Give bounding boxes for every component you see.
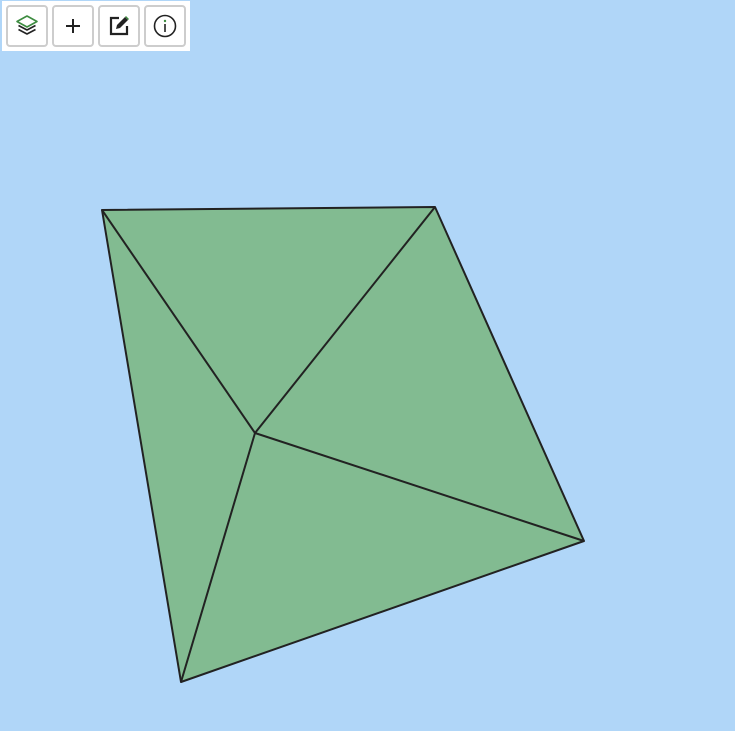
- plus-icon: [66, 19, 80, 33]
- polygon-feature[interactable]: [101, 206, 585, 683]
- layers-button[interactable]: [6, 5, 48, 47]
- triangulation-edge: [101, 209, 256, 434]
- triangulation-edge: [254, 206, 436, 434]
- edit-button[interactable]: [98, 5, 140, 47]
- edit-icon: [109, 16, 129, 36]
- info-icon: [153, 14, 177, 38]
- map-toolbar: [2, 1, 190, 51]
- triangulation-edge: [180, 432, 256, 683]
- add-button[interactable]: [52, 5, 94, 47]
- triangulation-edge: [254, 432, 585, 542]
- layers-icon: [16, 15, 38, 35]
- info-button[interactable]: [144, 5, 186, 47]
